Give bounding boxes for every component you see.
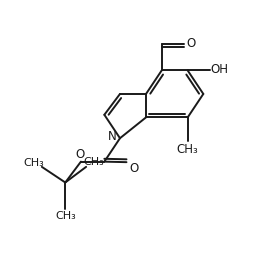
Text: O: O (129, 162, 138, 175)
Text: CH₃: CH₃ (177, 143, 198, 156)
Text: CH₃: CH₃ (55, 211, 76, 221)
Text: O: O (75, 148, 84, 161)
Text: CH₃: CH₃ (84, 157, 105, 168)
Text: O: O (186, 38, 196, 51)
Text: N: N (108, 130, 117, 143)
Text: OH: OH (211, 64, 229, 76)
Text: CH₃: CH₃ (23, 158, 44, 168)
